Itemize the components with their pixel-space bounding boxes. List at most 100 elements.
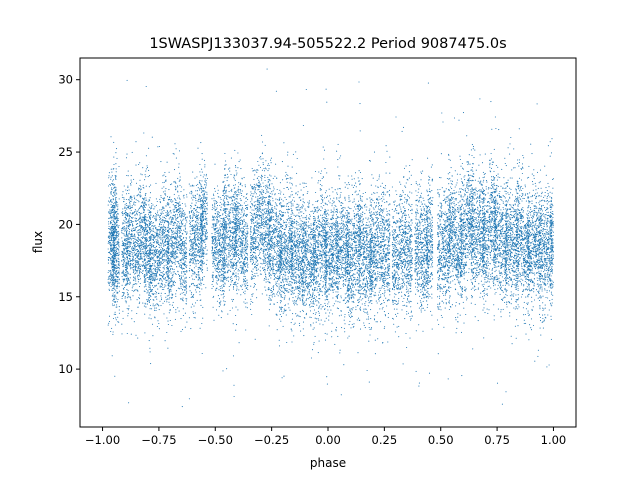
- data-point: [192, 273, 194, 275]
- data-point: [107, 278, 109, 280]
- data-point: [175, 207, 177, 209]
- data-point: [199, 287, 201, 290]
- data-point: [157, 288, 159, 290]
- data-point: [151, 323, 154, 325]
- data-point: [136, 212, 138, 214]
- data-point: [146, 260, 148, 262]
- data-point: [222, 276, 224, 278]
- data-point: [178, 262, 180, 264]
- data-point: [201, 266, 203, 268]
- data-point: [183, 251, 185, 253]
- data-point: [140, 268, 142, 270]
- data-point: [160, 261, 162, 263]
- data-point: [220, 251, 222, 253]
- data-point: [175, 246, 177, 248]
- data-point: [171, 243, 173, 245]
- data-point: [138, 187, 140, 189]
- data-point: [201, 261, 203, 263]
- data-point: [219, 248, 221, 250]
- data-point: [127, 263, 129, 265]
- data-point: [180, 278, 182, 280]
- data-point: [161, 206, 163, 208]
- data-point: [177, 186, 179, 188]
- data-point: [201, 213, 203, 215]
- data-point: [157, 242, 159, 244]
- data-point: [114, 272, 116, 274]
- data-point: [126, 281, 128, 283]
- data-point: [124, 230, 126, 232]
- data-point: [113, 254, 115, 256]
- data-point: [189, 236, 191, 238]
- data-point: [145, 197, 147, 199]
- data-point: [180, 219, 182, 221]
- data-point: [151, 246, 153, 248]
- data-point: [148, 340, 150, 342]
- data-point: [195, 248, 198, 250]
- data-point: [170, 237, 172, 239]
- data-point: [166, 253, 168, 255]
- data-point: [125, 254, 127, 256]
- data-point: [110, 193, 112, 195]
- data-point: [130, 209, 132, 211]
- data-point: [199, 230, 201, 232]
- data-point: [170, 259, 172, 261]
- data-point: [132, 295, 134, 297]
- data-point: [219, 224, 221, 226]
- data-point: [199, 180, 201, 182]
- data-point: [201, 180, 203, 182]
- data-point: [122, 278, 124, 280]
- data-point: [111, 268, 114, 270]
- data-point: [117, 204, 119, 206]
- data-point: [142, 273, 144, 275]
- data-point: [116, 283, 119, 285]
- data-point: [222, 250, 224, 253]
- data-point: [198, 194, 200, 196]
- data-point: [168, 259, 170, 261]
- data-point: [143, 234, 145, 236]
- data-point: [149, 220, 151, 223]
- data-point: [113, 259, 115, 261]
- data-point: [144, 275, 146, 277]
- data-point: [195, 190, 197, 192]
- data-point: [211, 252, 213, 254]
- data-point: [179, 184, 181, 186]
- data-point: [145, 306, 147, 308]
- data-point: [109, 214, 112, 217]
- data-point: [151, 263, 154, 265]
- data-point: [140, 236, 142, 239]
- data-point: [180, 208, 182, 210]
- data-point: [206, 220, 208, 222]
- data-point: [138, 258, 140, 260]
- data-point: [145, 220, 148, 222]
- data-point: [220, 300, 222, 302]
- data-point: [112, 226, 114, 228]
- data-point: [156, 271, 158, 273]
- data-point: [144, 281, 146, 283]
- data-point: [151, 265, 153, 267]
- data-point: [216, 230, 218, 232]
- data-point: [158, 229, 160, 231]
- data-point: [189, 230, 191, 232]
- data-point: [168, 215, 170, 217]
- data-point: [146, 230, 148, 233]
- data-point: [158, 309, 160, 311]
- data-point: [201, 277, 204, 279]
- data-point: [150, 276, 152, 278]
- data-point: [184, 255, 186, 258]
- data-point: [138, 208, 140, 210]
- data-point: [201, 204, 203, 206]
- data-point: [125, 225, 128, 227]
- data-point: [158, 273, 161, 275]
- data-point: [141, 197, 144, 199]
- data-point: [174, 262, 176, 264]
- data-point: [149, 249, 151, 251]
- data-point: [192, 241, 194, 243]
- data-point: [193, 212, 195, 214]
- data-point: [220, 317, 222, 319]
- data-point: [156, 212, 159, 214]
- data-point: [148, 223, 151, 225]
- data-point: [123, 227, 125, 229]
- data-point: [220, 287, 222, 289]
- data-point: [127, 315, 129, 317]
- data-point: [179, 230, 181, 232]
